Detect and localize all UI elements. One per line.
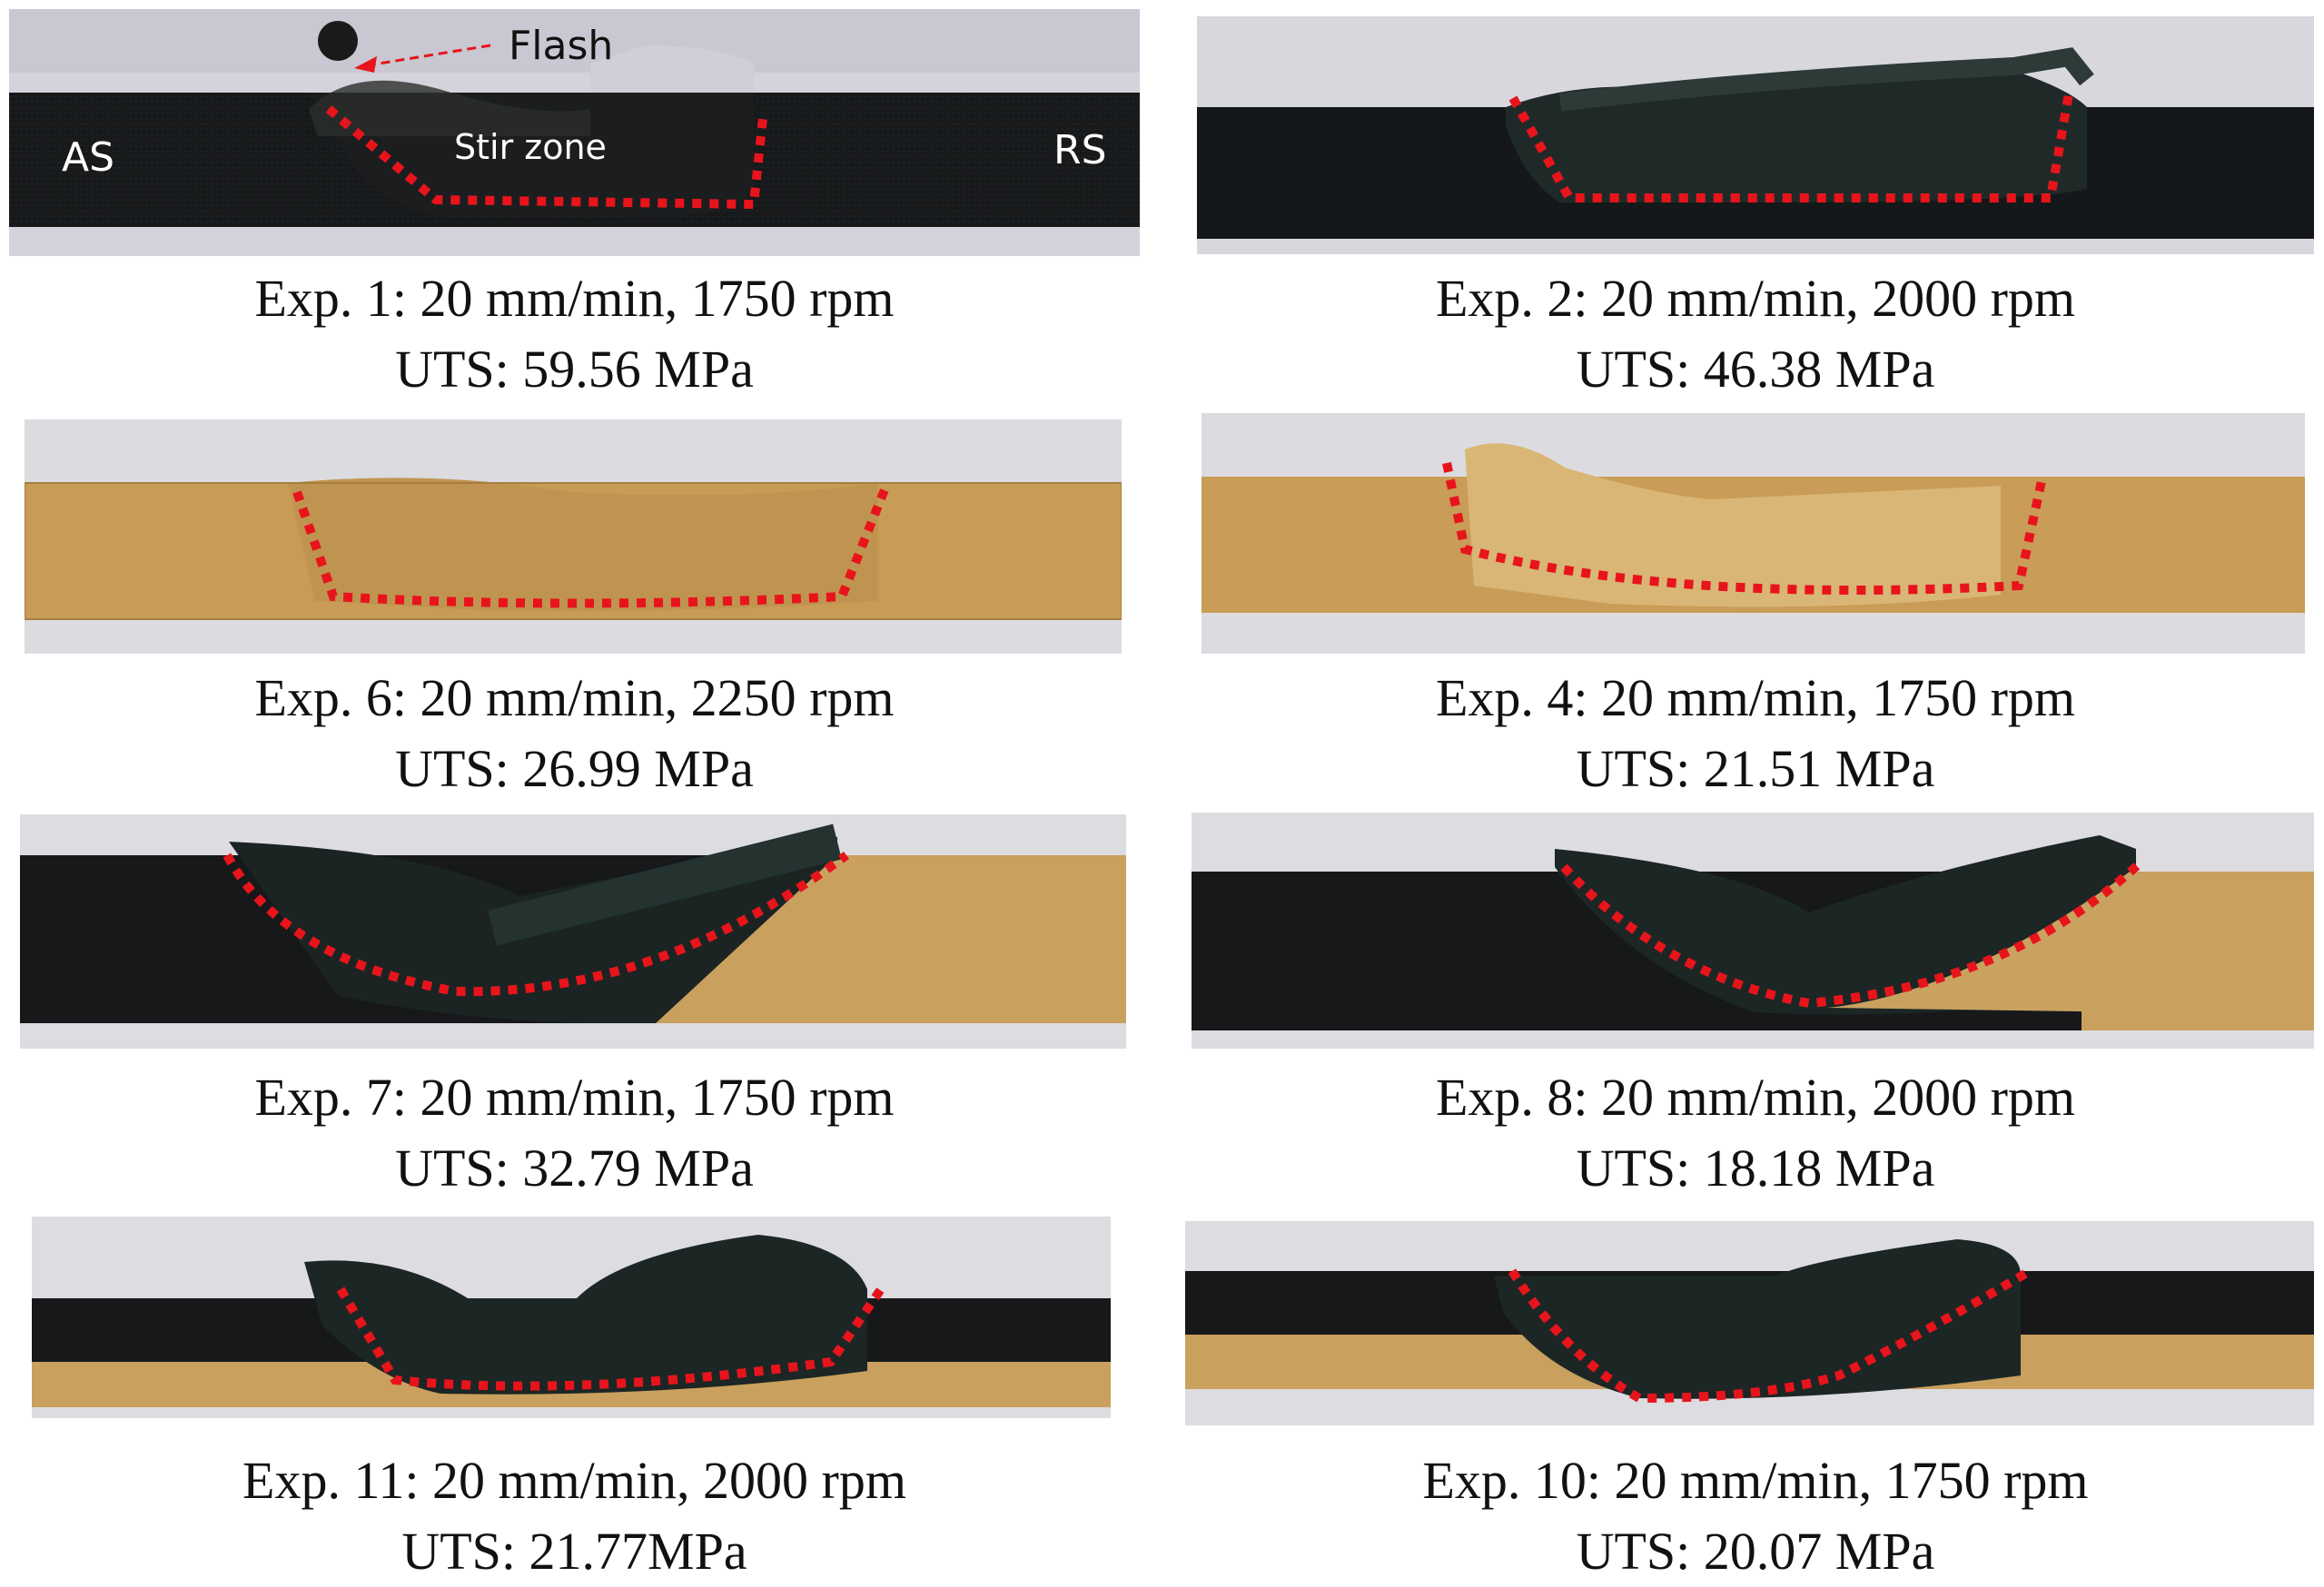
weld-photo-exp-7 [20,814,1126,1049]
uts-value: UTS: 18.18 MPa [1576,1138,1935,1198]
experiment-label: Exp. 10: 20 mm/min, 1750 rpm [1422,1451,2089,1510]
experiment-label: Exp. 6: 20 mm/min, 2250 rpm [254,668,895,727]
caption-exp-7: Exp. 7: 20 mm/min, 1750 rpm UTS: 32.79 M… [9,1062,1140,1204]
uts-value: UTS: 21.77MPa [401,1522,747,1581]
experiment-label: Exp. 1: 20 mm/min, 1750 rpm [254,269,895,328]
weld-photo-exp-8 [1192,813,2314,1049]
uts-value: UTS: 32.79 MPa [395,1138,754,1198]
weld-photo-exp-10 [1185,1221,2314,1425]
weld-photo-exp-2 [1197,16,2314,254]
uts-value: UTS: 21.51 MPa [1576,739,1935,798]
weld-photo-exp-11 [32,1217,1111,1418]
caption-exp-6: Exp. 6: 20 mm/min, 2250 rpm UTS: 26.99 M… [9,663,1140,804]
experiment-label: Exp. 11: 20 mm/min, 2000 rpm [242,1451,906,1510]
uts-value: UTS: 46.38 MPa [1576,340,1935,399]
uts-value: UTS: 59.56 MPa [395,340,754,399]
caption-exp-10: Exp. 10: 20 mm/min, 1750 rpm UTS: 20.07 … [1197,1445,2314,1587]
caption-exp-2: Exp. 2: 20 mm/min, 2000 rpm UTS: 46.38 M… [1197,263,2314,405]
experiment-label: Exp. 8: 20 mm/min, 2000 rpm [1435,1068,2076,1127]
experiment-label: Exp. 4: 20 mm/min, 1750 rpm [1435,668,2076,727]
caption-exp-4: Exp. 4: 20 mm/min, 1750 rpm UTS: 21.51 M… [1197,663,2314,804]
stir-zone-label: Stir zone [454,127,607,167]
uts-value: UTS: 26.99 MPa [395,739,754,798]
as-label: AS [62,134,114,181]
experiment-label: Exp. 2: 20 mm/min, 2000 rpm [1435,269,2076,328]
caption-exp-1: Exp. 1: 20 mm/min, 1750 rpm UTS: 59.56 M… [9,263,1140,405]
experiment-label: Exp. 7: 20 mm/min, 1750 rpm [254,1068,895,1127]
caption-exp-11: Exp. 11: 20 mm/min, 2000 rpm UTS: 21.77M… [9,1445,1140,1587]
uts-value: UTS: 20.07 MPa [1576,1522,1935,1581]
weld-photo-exp-6 [25,419,1122,654]
flash-label: Flash [509,23,613,69]
rs-label: RS [1053,127,1107,173]
caption-exp-8: Exp. 8: 20 mm/min, 2000 rpm UTS: 18.18 M… [1197,1062,2314,1204]
weld-photo-exp-1: Flash Stir zone AS RS [9,9,1140,256]
weld-photo-exp-4 [1202,413,2305,654]
